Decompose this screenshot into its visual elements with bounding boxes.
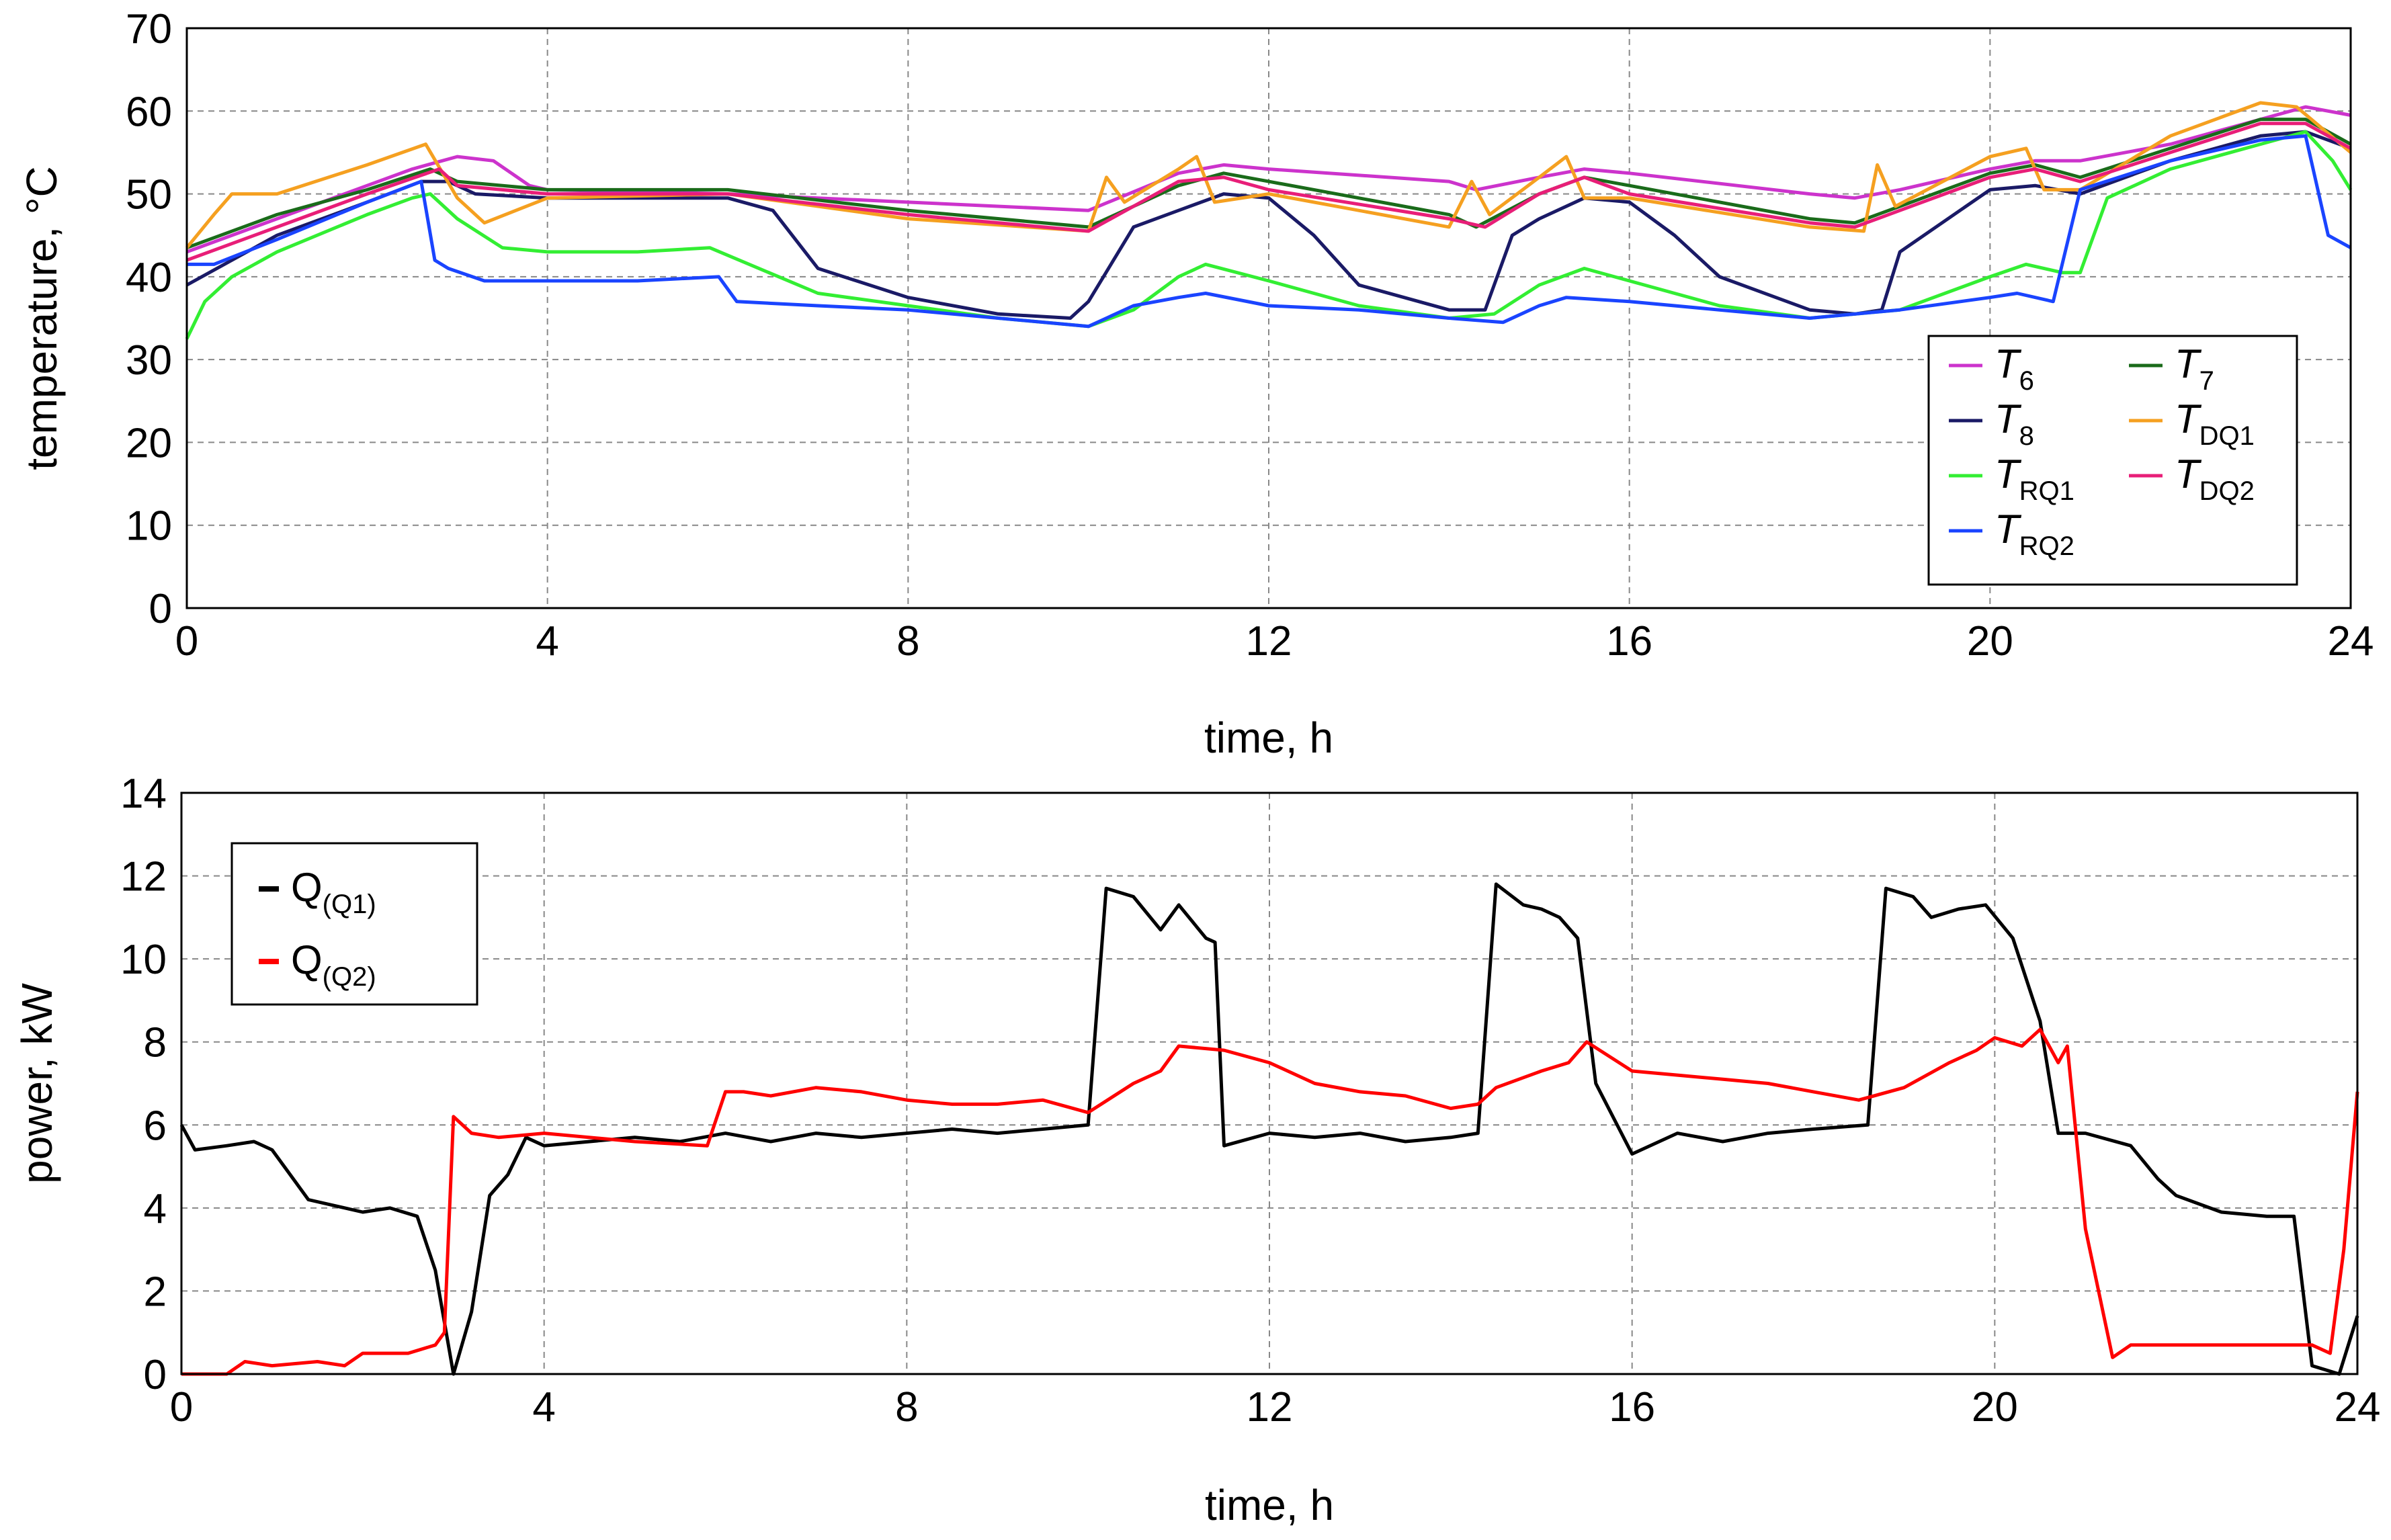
- temperature-legend-label: T6: [1995, 341, 2034, 396]
- temperature-y-tick-label: 30: [126, 337, 172, 384]
- temperature-legend-label: T8: [1995, 396, 2034, 451]
- temperature-x-tick-label: 20: [1967, 618, 2013, 665]
- temperature-x-tick-label: 0: [175, 618, 198, 665]
- power-y-axis-title: power, kW: [13, 983, 61, 1184]
- power-x-axis-title: time, h: [1205, 1481, 1334, 1529]
- power-y-tick-label: 8: [144, 1020, 167, 1066]
- temperature-y-tick-label: 10: [126, 503, 172, 550]
- power-grid: [181, 793, 2357, 1374]
- temperature-legend-label: TDQ2: [2175, 452, 2255, 506]
- temperature-y-tick-label: 50: [126, 172, 172, 218]
- power-x-tick-label: 24: [2335, 1384, 2381, 1430]
- temperature-series-t7: [186, 118, 2352, 250]
- temperature-chart: 0 4 8 12 16 20 24 0 10 20 30 40 50 60 70 time, h temp…: [17, 6, 2374, 762]
- temperature-x-tick-label: 8: [896, 618, 919, 665]
- temperature-y-ticks: 0 10 20 30 40 50 60 70: [126, 6, 172, 632]
- temperature-y-tick-label: 0: [149, 586, 172, 632]
- power-x-tick-label: 8: [895, 1384, 918, 1430]
- temperature-legend-label: TRQ2: [1995, 507, 2074, 561]
- temperature-legend-label: T7: [2175, 341, 2214, 396]
- power-x-ticks: 0 4 8 12 16 20 24: [170, 1384, 2381, 1430]
- temperature-series-t6: [186, 105, 2351, 254]
- power-legend-label: Q(Q2): [291, 937, 376, 992]
- power-x-tick-label: 0: [170, 1384, 193, 1430]
- power-series-qq1: [179, 882, 2359, 1376]
- temperature-legend-box: [1927, 335, 2298, 586]
- power-y-tick-label: 14: [120, 771, 167, 817]
- power-x-tick-label: 4: [532, 1384, 555, 1430]
- power-y-tick-label: 6: [144, 1103, 167, 1149]
- temperature-plot-frame: [185, 27, 2352, 609]
- temperature-x-axis-title: time, h: [1204, 714, 1333, 762]
- power-plot-frame: [180, 792, 2359, 1375]
- power-legend: Q(Q1) Q(Q2): [230, 842, 478, 1006]
- temperature-series: [185, 101, 2353, 340]
- power-legend-box: [230, 842, 478, 1006]
- temperature-legend-label: TRQ1: [1995, 452, 2074, 506]
- temperature-legend-label: TDQ1: [2175, 396, 2255, 451]
- power-y-tick-label: 10: [120, 937, 167, 983]
- temperature-series-tdq1: [185, 101, 2352, 249]
- power-y-tick-label: 0: [144, 1352, 167, 1398]
- temperature-y-axis-title: temperature, °C: [17, 166, 66, 470]
- temperature-x-tick-label: 4: [536, 618, 558, 665]
- power-x-tick-label: 20: [1972, 1384, 2018, 1430]
- power-y-ticks: 0 2 4 6 8 10 12 14: [120, 771, 167, 1398]
- power-y-tick-label: 2: [144, 1269, 167, 1315]
- power-y-tick-label: 12: [120, 854, 167, 900]
- temperature-y-tick-label: 60: [126, 89, 172, 135]
- power-series: [179, 882, 2359, 1376]
- power-x-tick-label: 12: [1247, 1384, 1293, 1430]
- power-x-tick-label: 16: [1609, 1384, 1655, 1430]
- temperature-x-tick-label: 16: [1606, 618, 1652, 665]
- power-series-qq2: [181, 1027, 2359, 1376]
- power-legend-label: Q(Q1): [291, 865, 376, 919]
- power-y-tick-label: 4: [144, 1186, 167, 1232]
- temperature-series-tdq2: [186, 122, 2352, 262]
- temperature-x-tick-label: 24: [2328, 618, 2374, 665]
- temperature-x-ticks: 0 4 8 12 16 20 24: [175, 618, 2374, 665]
- temperature-x-tick-label: 12: [1246, 618, 1292, 665]
- temperature-series-t8: [185, 130, 2351, 320]
- temperature-y-tick-label: 20: [126, 420, 172, 466]
- temperature-series-trq2: [187, 134, 2352, 329]
- temperature-series-trq1: [185, 130, 2353, 340]
- temperature-y-tick-label: 70: [126, 6, 172, 52]
- temperature-y-tick-label: 40: [126, 255, 172, 301]
